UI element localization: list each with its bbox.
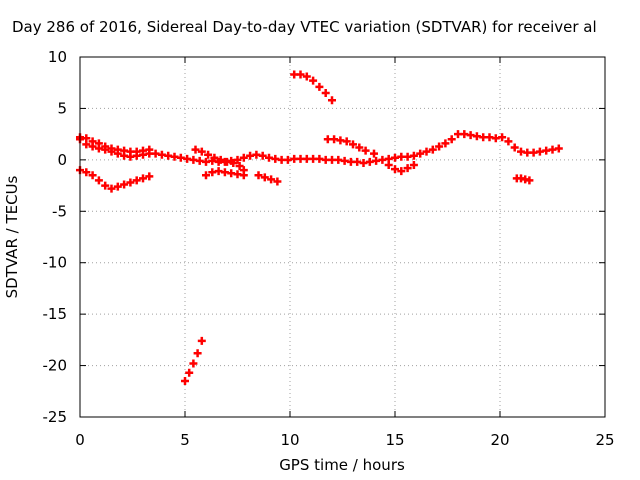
- data-point: [197, 147, 206, 156]
- data-point: [349, 140, 357, 149]
- data-point: [239, 171, 248, 180]
- y-tick-label: 10: [48, 48, 67, 66]
- series-dip-near-6h: [191, 145, 248, 175]
- series-segment-15h: [384, 161, 418, 176]
- data-point: [296, 70, 305, 79]
- data-point: [113, 182, 122, 191]
- data-point: [88, 137, 97, 146]
- data-point: [210, 153, 219, 162]
- ticks: 0 5 10 15 20 25 10 5 0 -5 -10 -15 -20 -25: [43, 48, 615, 449]
- data-point: [193, 349, 202, 358]
- data-point: [370, 149, 378, 158]
- data-point: [321, 89, 330, 97]
- data-point: [302, 72, 311, 81]
- data-point: [409, 151, 418, 160]
- x-tick-label: 20: [490, 431, 509, 449]
- plot-frame: [79, 56, 606, 418]
- x-tick-label: 15: [385, 431, 404, 449]
- data-point: [328, 96, 336, 105]
- data-point: [191, 145, 200, 154]
- data-point: [181, 377, 189, 385]
- data-point: [216, 155, 225, 164]
- data-point: [260, 173, 269, 182]
- x-tick-label: 25: [595, 431, 614, 449]
- data-point: [145, 172, 154, 181]
- x-tick-label: 5: [180, 431, 190, 449]
- x-tick-label: 0: [75, 431, 85, 449]
- data-point: [384, 161, 393, 169]
- data-point: [309, 76, 318, 85]
- data-point: [498, 133, 507, 142]
- data-point: [94, 139, 103, 148]
- data-point: [361, 146, 370, 155]
- y-tick-label: -5: [52, 202, 67, 220]
- y-tick-label: -25: [43, 408, 68, 426]
- grid: [80, 57, 605, 417]
- data-point: [416, 149, 425, 158]
- series-segment-12-14h: [323, 135, 378, 158]
- data-point: [267, 175, 276, 184]
- data-point: [397, 167, 406, 176]
- data-point: [120, 180, 129, 189]
- series-lower-segment-7h: [202, 167, 248, 180]
- data-point: [355, 143, 364, 152]
- data-point: [510, 143, 519, 152]
- data-point: [189, 359, 198, 368]
- data-point: [145, 145, 154, 154]
- data-point: [197, 336, 206, 345]
- data-point: [422, 147, 431, 156]
- y-axis-label: SDTVAR / TECUs: [3, 175, 21, 298]
- data-point: [132, 176, 141, 185]
- y-tick-label: -20: [43, 357, 68, 375]
- data-point: [504, 137, 513, 146]
- data-point: [229, 158, 238, 167]
- y-tick-label: 0: [57, 151, 67, 169]
- series-lower-arc-early: [76, 166, 154, 193]
- data-point: [428, 145, 437, 154]
- data-point: [82, 168, 91, 177]
- data-point: [101, 142, 110, 151]
- data-point: [235, 162, 244, 171]
- series-steep-drop: [181, 336, 206, 385]
- data-point: [391, 165, 399, 174]
- y-tick-label: 5: [57, 99, 67, 117]
- chart-title: Day 286 of 2016, Sidereal Day-to-day VTE…: [12, 18, 597, 36]
- data-point: [409, 161, 418, 169]
- data-point: [94, 176, 103, 185]
- data-point: [185, 368, 194, 377]
- data-point: [101, 181, 110, 190]
- data-point: [88, 171, 97, 180]
- data-point: [403, 164, 412, 173]
- data-point: [233, 155, 242, 164]
- data-point: [525, 176, 534, 185]
- data-point: [202, 171, 210, 180]
- y-tick-label: -15: [43, 305, 68, 323]
- data-point: [82, 134, 91, 143]
- data-point: [258, 151, 267, 160]
- data-point: [126, 178, 135, 187]
- data-point: [273, 177, 282, 186]
- data-point: [447, 135, 456, 144]
- x-tick-label: 10: [280, 431, 299, 449]
- data-point: [435, 142, 444, 151]
- data-point: [254, 171, 263, 180]
- series-segment-21h: [512, 174, 534, 185]
- series-short-drop-9h: [254, 171, 282, 186]
- data-point: [204, 150, 213, 159]
- x-axis-label: GPS time / hours: [279, 456, 405, 474]
- y-tick-label: -10: [43, 254, 68, 272]
- data-point: [441, 139, 450, 148]
- series-high-arc-10-12h: [290, 70, 336, 105]
- data-point: [315, 82, 324, 91]
- data-point: [342, 137, 351, 146]
- data-point: [239, 153, 248, 162]
- data-points: [76, 70, 563, 385]
- data-point: [554, 144, 563, 153]
- series-main-band: [76, 130, 563, 167]
- data-point: [139, 174, 147, 183]
- data-point: [107, 184, 116, 193]
